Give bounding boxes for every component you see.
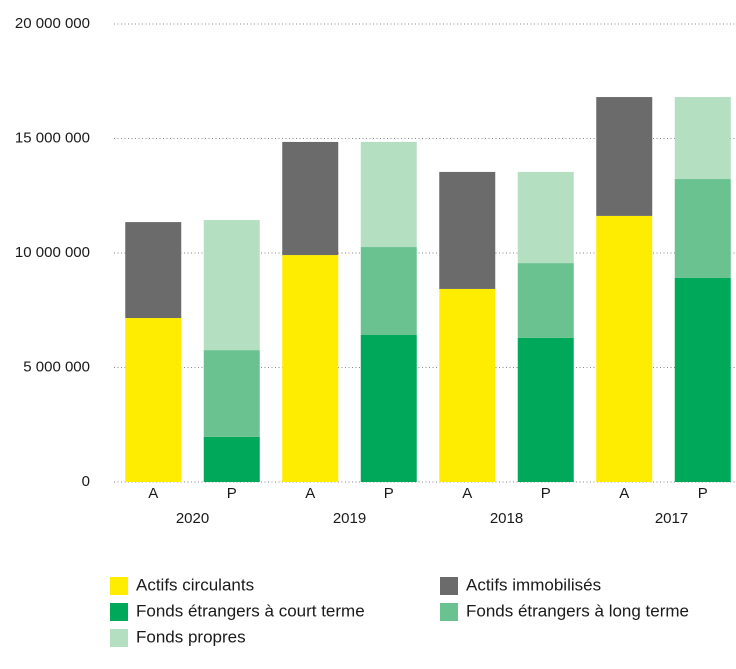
bar-segment	[596, 97, 653, 216]
bar-segment	[203, 436, 260, 482]
bar-segment	[517, 263, 574, 338]
bar-segment	[282, 255, 339, 482]
x-tick-label: A	[619, 485, 629, 502]
bar-segment	[517, 337, 574, 482]
bar-segment	[674, 97, 731, 180]
x-tick-label: A	[462, 485, 472, 502]
bar-segment	[596, 215, 653, 483]
y-tick-label: 5 000 000	[23, 358, 90, 375]
y-tick-label: 10 000 000	[15, 244, 90, 261]
x-tick-label: P	[541, 485, 551, 502]
legend-swatch	[110, 577, 128, 595]
group-label: 2019	[333, 510, 366, 527]
bar-segment	[517, 171, 574, 264]
legend-label: Fonds étrangers à long terme	[466, 601, 689, 620]
legend-swatch	[440, 603, 458, 621]
bar-segment	[360, 247, 417, 335]
y-tick-label: 20 000 000	[15, 15, 90, 32]
bar-segment	[674, 179, 731, 278]
bar-segment	[282, 141, 339, 256]
y-tick-label: 15 000 000	[15, 129, 90, 146]
legend-swatch	[110, 603, 128, 621]
legend-swatch	[110, 629, 128, 647]
y-tick-label: 0	[82, 473, 90, 490]
bar-segment	[360, 141, 417, 248]
legend-label: Fonds propres	[136, 627, 246, 646]
bar-segment	[674, 277, 731, 482]
legend-label: Actifs immobilisés	[466, 575, 601, 594]
group-label: 2018	[490, 510, 523, 527]
legend-label: Fonds étrangers à court terme	[136, 601, 365, 620]
bar-segment	[203, 350, 260, 437]
x-tick-label: P	[698, 485, 708, 502]
x-tick-label: A	[305, 485, 315, 502]
bar-segment	[439, 288, 496, 482]
x-tick-label: P	[227, 485, 237, 502]
legend-swatch	[440, 577, 458, 595]
bar-segment	[203, 220, 260, 351]
group-label: 2020	[176, 510, 209, 527]
bar-segment	[360, 334, 417, 482]
group-label: 2017	[655, 510, 688, 527]
legend-label: Actifs circulants	[136, 575, 254, 594]
bar-segment	[125, 318, 182, 482]
bar-segment	[125, 222, 182, 319]
x-tick-label: A	[148, 485, 158, 502]
x-tick-label: P	[384, 485, 394, 502]
bar-segment	[439, 171, 496, 289]
